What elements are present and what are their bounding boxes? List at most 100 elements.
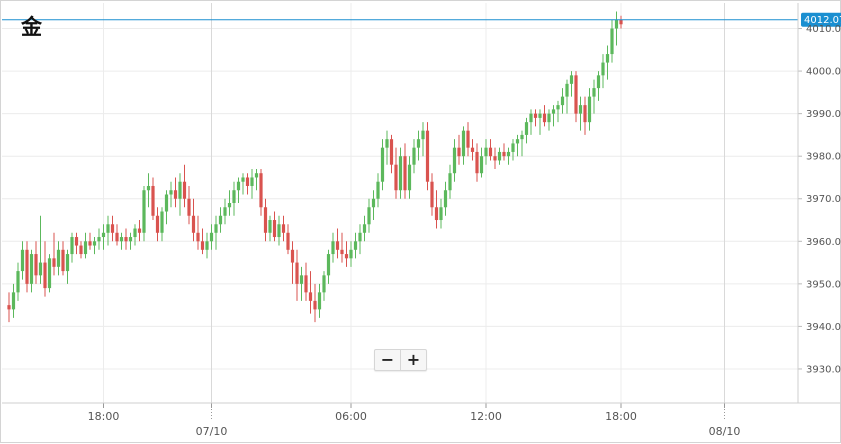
- candle-up: [20, 241, 25, 280]
- candle-up: [160, 207, 164, 242]
- candle-body: [97, 237, 101, 242]
- candle-body: [56, 249, 61, 267]
- candle-body: [331, 241, 335, 255]
- candle-up: [11, 283, 16, 318]
- candle-body: [520, 134, 524, 140]
- candle-up: [452, 139, 457, 182]
- candle-body: [560, 96, 565, 106]
- candle-up: [133, 224, 137, 246]
- candle-body: [412, 147, 416, 165]
- x-date-label: 08/10: [709, 425, 741, 438]
- candle-up: [380, 139, 385, 191]
- candle-body: [434, 207, 439, 221]
- candle-down: [7, 292, 11, 323]
- candle-down: [34, 241, 38, 284]
- candle-down: [434, 190, 439, 229]
- candle-down: [151, 177, 155, 221]
- candle-down: [137, 220, 142, 242]
- candle-up: [227, 190, 232, 216]
- candle-down: [74, 232, 79, 255]
- candle-body: [475, 151, 479, 174]
- candle-body: [236, 181, 241, 191]
- candle-body: [466, 130, 470, 148]
- candle-body: [25, 249, 29, 284]
- candle-body: [151, 185, 155, 216]
- candle-down: [304, 262, 308, 301]
- candle-up: [362, 215, 367, 242]
- candle-down: [619, 15, 623, 29]
- candle-up: [299, 266, 304, 301]
- candle-body: [596, 75, 601, 89]
- candle-up: [484, 139, 488, 165]
- y-tick-label: 3950.00: [806, 279, 841, 290]
- candle-up: [65, 249, 70, 284]
- candle-body: [407, 164, 412, 191]
- candle-up: [407, 156, 412, 199]
- candle-body: [70, 237, 74, 255]
- y-tick-label: 3960.00: [806, 237, 841, 248]
- candle-body: [128, 237, 133, 242]
- candle-body: [286, 232, 290, 250]
- candle-down: [43, 241, 47, 297]
- candle-body: [47, 258, 52, 289]
- x-tick-label: 06:00: [335, 410, 367, 423]
- candle-body: [457, 147, 461, 157]
- candle-down: [182, 164, 187, 208]
- candle-down: [124, 228, 128, 250]
- candle-up: [317, 283, 322, 318]
- candle-body: [43, 262, 47, 289]
- candle-down: [425, 122, 430, 191]
- chart-title: 金: [21, 15, 42, 39]
- candle-body: [619, 20, 623, 25]
- candle-body: [389, 139, 394, 165]
- zoom-out-button[interactable]: −: [375, 350, 401, 370]
- candle-body: [187, 198, 191, 216]
- candle-up: [569, 71, 574, 97]
- candle-body: [515, 139, 520, 144]
- candle-down: [457, 134, 461, 165]
- candle-up: [461, 126, 466, 165]
- candle-up: [578, 96, 583, 131]
- candle-body: [511, 143, 515, 152]
- candle-down: [493, 147, 497, 169]
- candle-body: [574, 75, 578, 114]
- candle-body: [277, 224, 281, 238]
- zoom-in-button[interactable]: +: [406, 350, 421, 369]
- candle-down: [574, 71, 578, 123]
- candle-body: [578, 105, 583, 114]
- candle-up: [178, 173, 182, 216]
- candle-body: [416, 139, 421, 148]
- candle-up: [218, 207, 223, 233]
- candle-up: [169, 181, 173, 208]
- candle-down: [344, 241, 349, 267]
- candle-up: [101, 224, 106, 250]
- candle-up: [349, 241, 353, 267]
- candle-up: [277, 215, 281, 246]
- candle-down: [340, 232, 344, 263]
- candle-body: [335, 241, 340, 250]
- y-tick-label: 3990.00: [806, 109, 841, 120]
- candle-body: [371, 198, 376, 208]
- candle-down: [502, 143, 506, 161]
- candle-up: [587, 88, 592, 131]
- candle-up: [322, 271, 326, 301]
- candle-up: [398, 147, 403, 199]
- candle-body: [551, 109, 556, 114]
- candle-down: [200, 228, 205, 255]
- candle-down: [308, 271, 313, 314]
- candle-up: [223, 198, 227, 225]
- x-tick-label: 18:00: [605, 410, 637, 423]
- candle-up: [56, 241, 61, 276]
- candle-down: [52, 232, 56, 276]
- candle-up: [119, 232, 124, 250]
- current-price-label: 4012.07: [804, 15, 841, 26]
- candle-up: [560, 88, 565, 114]
- candle-body: [241, 177, 245, 182]
- candle-up: [29, 249, 34, 293]
- candle-body: [29, 254, 34, 284]
- candle-body: [308, 292, 313, 301]
- candle-down: [533, 109, 538, 127]
- candle-body: [448, 173, 452, 191]
- candle-body: [38, 262, 43, 276]
